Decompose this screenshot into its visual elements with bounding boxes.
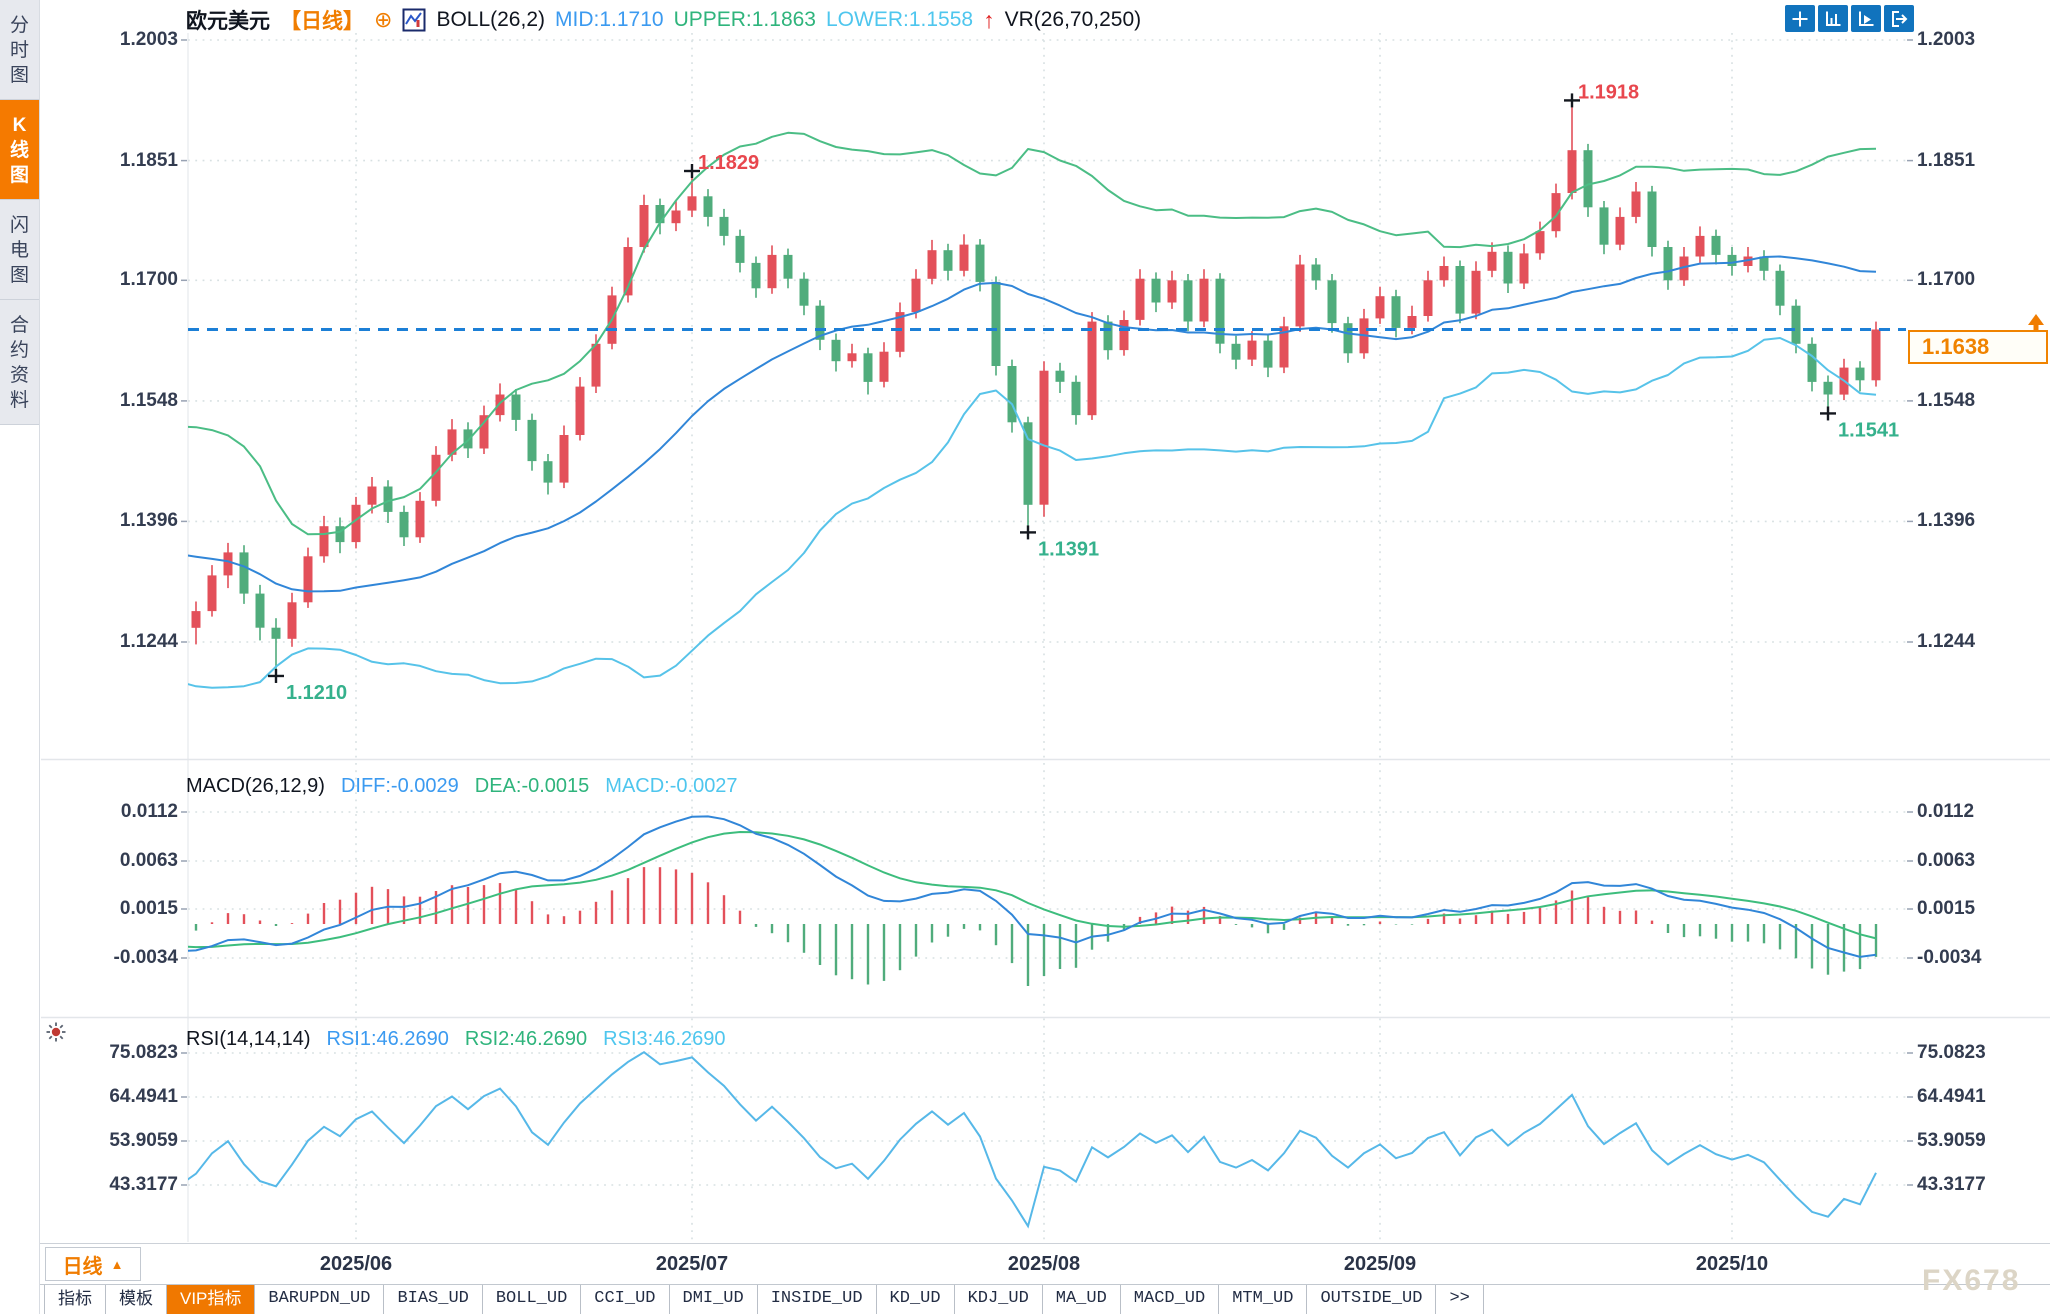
expand-icon[interactable]: ⊕ [374,7,393,32]
kline-style-icon[interactable] [402,8,426,32]
macd-diff-value: DIFF:-0.0029 [340,775,459,797]
sidebar-item-闪电图[interactable]: 闪电图 [0,200,39,300]
tab-MACD_UD[interactable]: MACD_UD [1121,1285,1220,1314]
rsi-pane [188,1050,1877,1229]
fit-axis-icon[interactable] [1818,5,1848,32]
price-annotation: 1.1918 [1578,81,1639,103]
tab->>[interactable]: >> [1436,1285,1484,1314]
tab-模板[interactable]: 模板 [106,1285,167,1314]
extreme-marker [684,164,700,179]
price-annotation: 1.1391 [1038,538,1099,560]
boll-mid-value: MID:1.1710 [555,8,664,31]
jump-to-price-icon [2028,314,2044,333]
date-label: 2025/10 [1695,1253,1769,1275]
auto-scroll-icon[interactable] [1851,5,1881,32]
tab-BOLL_UD[interactable]: BOLL_UD [483,1285,582,1314]
period-tag[interactable]: 【日线】 [280,10,364,33]
rsi3-value: RSI3:46.2690 [603,1028,726,1050]
rsi1-value: RSI1:46.2690 [326,1028,449,1050]
jump-latest-icon[interactable] [1884,5,1914,32]
candles [188,107,1881,689]
symbol-name: 欧元美元 [186,10,270,33]
period-up-arrow-icon: ▲ [110,1256,124,1272]
macd-pane [188,815,1878,986]
boll-label: BOLL(26,2) [436,8,545,31]
boll-lower-value: LOWER:1.1558 [825,8,974,31]
rsi2-value: RSI2:46.2690 [464,1028,588,1050]
tab-OUTSIDE_UD[interactable]: OUTSIDE_UD [1307,1285,1437,1314]
rsi-header: RSI(14,14,14) RSI1:46.2690 RSI2:46.2690 … [186,1028,726,1051]
price-annotation: 1.1829 [698,152,759,174]
date-label: 2025/06 [319,1253,393,1275]
tab-BIAS_UD[interactable]: BIAS_UD [384,1285,483,1314]
tab-MTM_UD[interactable]: MTM_UD [1219,1285,1308,1314]
vr-up-arrow-icon: ↑ [983,7,995,33]
extreme-marker [1564,93,1580,108]
date-label: 2025/08 [1007,1253,1081,1275]
chart-toolbar [1785,5,1914,32]
macd-dea-value: DEA:-0.0015 [474,775,590,797]
extreme-marker [1020,525,1036,540]
sidebar-item-分时图[interactable]: 分时图 [0,0,39,100]
tab-INSIDE_UD[interactable]: INSIDE_UD [758,1285,877,1314]
tab-BARUPDN_UD[interactable]: BARUPDN_UD [255,1285,385,1314]
macd-title: MACD(26,12,9) [186,775,325,797]
price-annotation: 1.1210 [286,682,347,704]
indicator-settings-icon[interactable] [46,1022,66,1047]
tab-VIP指标[interactable]: VIP指标 [167,1285,256,1314]
tab-CCI_UD[interactable]: CCI_UD [581,1285,670,1314]
chart-header: 欧元美元 【日线】 ⊕ BOLL(26,2) MID:1.1710 UPPER:… [186,5,1141,35]
tab-MA_UD[interactable]: MA_UD [1043,1285,1121,1314]
period-selector[interactable]: 日线 ▲ [45,1247,141,1281]
tab-KDJ_UD[interactable]: KDJ_UD [955,1285,1043,1314]
macd-macd-value: MACD:-0.0027 [605,775,738,797]
date-axis-bar: 日线 ▲ 2025/06 2025/07 2025/08 2025/09 2025/10 [40,1243,2050,1284]
tab-指标[interactable]: 指标 [44,1285,106,1314]
extreme-marker [268,668,284,683]
period-label: 日线 [62,1255,103,1278]
tab-DMI_UD[interactable]: DMI_UD [670,1285,758,1314]
date-label: 2025/07 [655,1253,729,1275]
vr-label: VR(26,70,250) [1004,8,1142,31]
extreme-marker [1820,406,1836,421]
boll-upper-value: UPPER:1.1863 [673,8,816,31]
macd-header: MACD(26,12,9) DIFF:-0.0029 DEA:-0.0015 M… [186,775,738,798]
pan-move-icon[interactable] [1785,5,1815,32]
price-annotation: 1.1541 [1838,419,1899,441]
tab-KD_UD[interactable]: KD_UD [877,1285,955,1314]
rsi-title: RSI(14,14,14) [186,1028,311,1050]
indicator-tabbar: 指标 模板 VIP指标 BARUPDN_UD BIAS_UD BOLL_UD CCI_UD D… [40,1284,2050,1314]
sidebar-item-合约资料[interactable]: 合约资料 [0,300,39,425]
date-label: 2025/09 [1343,1253,1417,1275]
